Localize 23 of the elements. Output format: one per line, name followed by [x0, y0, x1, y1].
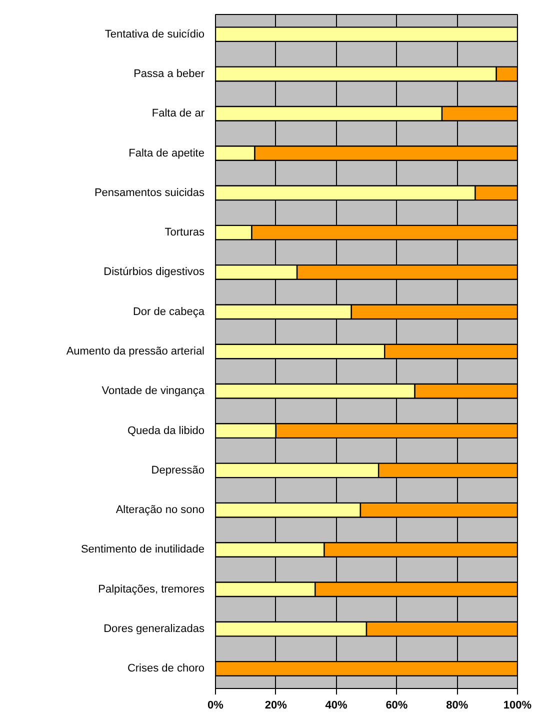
y-tick-label: Passa a beber	[134, 68, 205, 80]
y-tick-label: Tentativa de suicídio	[104, 28, 204, 40]
y-tick-label: Alteração no sono	[116, 504, 204, 516]
y-tick-label: Crises de choro	[127, 662, 205, 675]
x-tick-label: 60%	[386, 700, 408, 712]
y-tick-label: Aumento da pressão arterial	[66, 346, 204, 358]
y-tick-label: Falta de ar	[152, 108, 205, 120]
y-tick-label: Vontade de vingança	[102, 385, 206, 398]
y-tick-label: Queda da libido	[127, 424, 205, 437]
y-tick-label: Sentimento de inutilidade	[80, 544, 204, 556]
y-tick-label: Depressão	[151, 464, 205, 476]
x-tick-label: 100%	[503, 700, 532, 712]
x-tick-label: 40%	[325, 700, 348, 712]
x-tick-label: 20%	[264, 700, 288, 712]
y-tick-label: Dores generalizadas	[104, 623, 205, 636]
y-tick-label: Pensamentos suicidas	[94, 186, 205, 199]
x-tick-label: 80%	[446, 700, 468, 712]
y-tick-label: Distúrbios digestivos	[104, 266, 205, 278]
y-tick-label: Torturas	[164, 226, 205, 239]
x-tick-label: 0%	[208, 700, 224, 712]
y-tick-label: Dor de cabeça	[132, 306, 206, 318]
y-tick-label: Palpitações, tremores	[98, 583, 205, 596]
y-tick-label: Falta de apetite	[128, 147, 205, 160]
